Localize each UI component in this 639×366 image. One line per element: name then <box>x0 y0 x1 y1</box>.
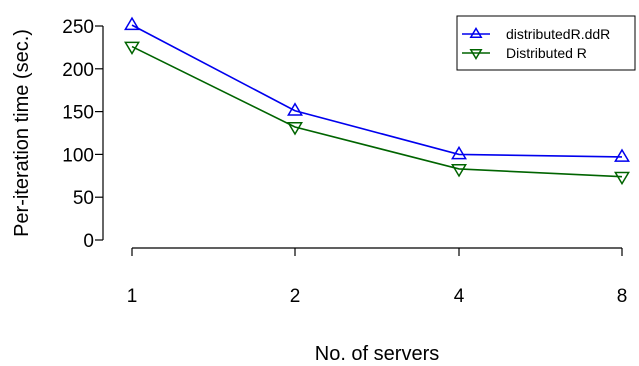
data-point-distributed-r <box>451 164 467 178</box>
series-line-distributed-r <box>131 45 623 178</box>
y-tick-label: 150 <box>62 103 94 124</box>
legend-label-distributedr-ddr: distributedR.ddR <box>506 26 610 42</box>
x-axis: 1 2 4 8 <box>127 247 628 307</box>
data-point-distributedr-ddr <box>451 145 467 160</box>
data-point-distributedr-ddr <box>287 102 303 116</box>
series-line-distributedr-ddr <box>131 24 623 158</box>
legend-marker-distributedr-ddr <box>469 27 483 39</box>
legend: distributedR.ddR Distributed R <box>456 15 636 71</box>
data-point-distributed-r <box>287 122 303 136</box>
y-axis: 0 50 100 150 200 250 <box>62 17 104 252</box>
legend-marker-distributed-r <box>469 48 483 60</box>
x-tick-label: 4 <box>454 286 465 307</box>
y-tick-label: 50 <box>73 188 94 209</box>
data-point-distributed-r <box>614 171 630 186</box>
y-tick-label: 100 <box>62 145 94 166</box>
data-point-distributedr-ddr <box>124 16 140 31</box>
x-tick-label: 2 <box>290 286 301 307</box>
y-tick-label: 0 <box>83 231 94 252</box>
legend-label-distributed-r: Distributed R <box>506 45 587 61</box>
legend-box <box>456 15 636 71</box>
data-point-distributedr-ddr <box>614 148 630 162</box>
x-tick-label: 8 <box>617 286 628 307</box>
series-layer <box>124 16 630 186</box>
x-tick-label: 1 <box>127 286 138 307</box>
x-axis-title: No. of servers <box>315 343 439 365</box>
data-point-distributed-r <box>124 41 140 56</box>
y-axis-title: Per-iteration time (sec.) <box>11 29 33 237</box>
y-tick-label: 200 <box>62 60 94 81</box>
y-tick-label: 250 <box>62 17 94 38</box>
